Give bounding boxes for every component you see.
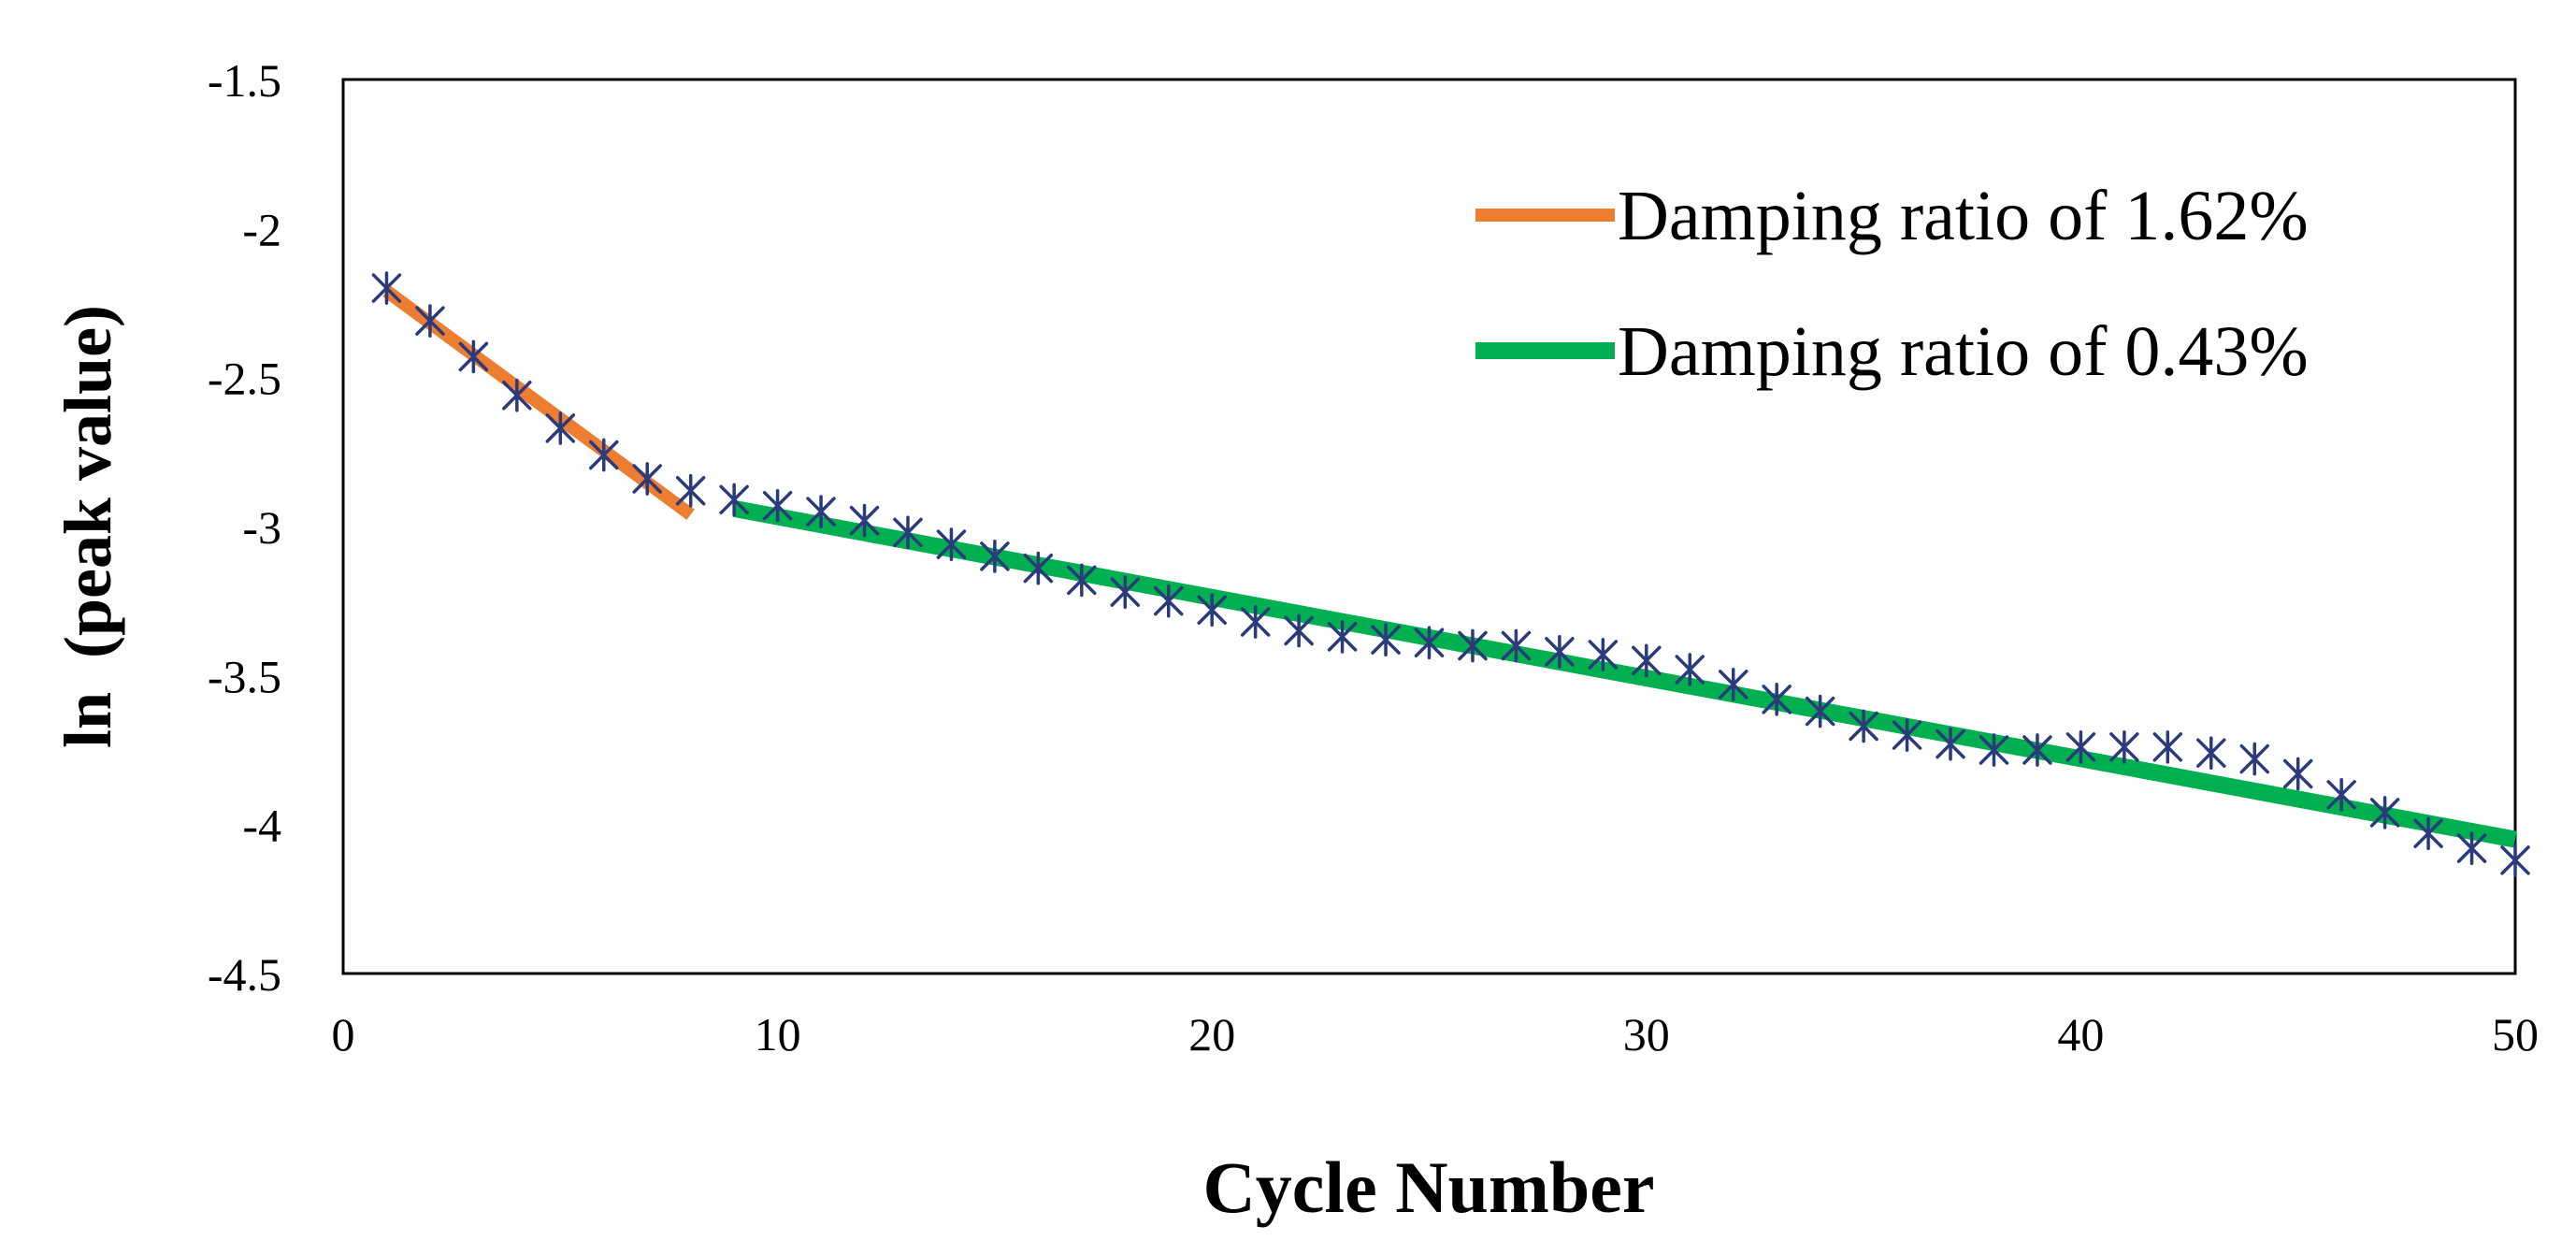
data-point bbox=[1197, 593, 1227, 628]
x-axis-title: Cycle Number bbox=[1202, 1147, 1654, 1228]
data-point bbox=[2326, 777, 2356, 812]
data-point bbox=[1675, 653, 1705, 686]
x-tick-label: 30 bbox=[1623, 1008, 1670, 1060]
data-point bbox=[1936, 727, 1965, 761]
data-point bbox=[849, 503, 880, 538]
x-tick-label: 40 bbox=[2057, 1008, 2104, 1060]
y-tick-label: -3 bbox=[242, 501, 281, 554]
axis-ticks: 0 10 20 30 40 50 -1.5 -2 -2.5 -3 -3.5 -4 -4.5 bbox=[208, 54, 2539, 1060]
data-point bbox=[936, 527, 967, 561]
data-point bbox=[458, 339, 489, 374]
data-point bbox=[2239, 742, 2269, 776]
data-point bbox=[2369, 796, 2400, 829]
data-point bbox=[1067, 563, 1097, 598]
legend: Damping ratio of 1.62% Damping ratio of 0… bbox=[1475, 177, 2309, 391]
y-tick-label: -4 bbox=[242, 800, 281, 852]
data-point bbox=[1371, 623, 1401, 656]
plot-area bbox=[341, 78, 2517, 975]
y-axis-title: ln (peak value) bbox=[50, 305, 125, 748]
data-point bbox=[1849, 709, 1878, 743]
data-point bbox=[2152, 729, 2183, 764]
data-point bbox=[2500, 844, 2530, 877]
data-point bbox=[1414, 626, 1445, 660]
data-point bbox=[2109, 729, 2139, 764]
data-point bbox=[980, 540, 1010, 573]
x-tick-label: 20 bbox=[1188, 1008, 1235, 1060]
data-point bbox=[2065, 729, 2096, 764]
data-point bbox=[1892, 718, 1922, 752]
data-point bbox=[545, 411, 576, 445]
data-point bbox=[2456, 831, 2487, 866]
data-point bbox=[1718, 668, 1749, 701]
data-point bbox=[1458, 628, 1488, 663]
data-point bbox=[1979, 733, 2009, 767]
data-point bbox=[762, 488, 793, 523]
y-tick-label: -3.5 bbox=[208, 650, 281, 702]
data-point bbox=[675, 473, 706, 508]
y-tick-label: -2.5 bbox=[208, 353, 281, 405]
data-point bbox=[893, 515, 923, 550]
data-point bbox=[2413, 816, 2443, 851]
data-point bbox=[1023, 551, 1054, 585]
data-point bbox=[1632, 643, 1662, 678]
data-markers bbox=[371, 271, 2530, 877]
data-point bbox=[1588, 638, 1619, 671]
data-point bbox=[1110, 575, 1141, 609]
data-point bbox=[632, 462, 662, 496]
data-point bbox=[1284, 613, 1314, 648]
y-tick-label: -2 bbox=[242, 203, 281, 255]
data-point bbox=[371, 271, 402, 305]
data-point bbox=[502, 378, 532, 412]
data-point bbox=[415, 304, 445, 338]
data-point bbox=[2282, 757, 2313, 791]
data-point bbox=[2196, 736, 2226, 771]
data-point bbox=[1153, 584, 1184, 618]
x-tick-label: 0 bbox=[332, 1008, 355, 1060]
legend-label: Damping ratio of 1.62% bbox=[1618, 177, 2309, 255]
y-tick-label: -4.5 bbox=[208, 948, 281, 1001]
data-point bbox=[1501, 628, 1532, 663]
data-point bbox=[1805, 694, 1835, 728]
data-point bbox=[719, 483, 749, 517]
y-tick-label: -1.5 bbox=[208, 54, 281, 107]
data-point bbox=[1327, 620, 1358, 654]
data-point bbox=[1240, 605, 1271, 639]
legend-label: Damping ratio of 0.43% bbox=[1618, 312, 2309, 391]
x-tick-label: 10 bbox=[755, 1008, 801, 1060]
data-point bbox=[2022, 733, 2052, 767]
series-line bbox=[732, 500, 2517, 848]
data-point bbox=[589, 438, 619, 472]
x-tick-label: 50 bbox=[2492, 1008, 2539, 1060]
data-point bbox=[806, 495, 836, 528]
data-point bbox=[1762, 682, 1792, 716]
data-point bbox=[1545, 634, 1575, 669]
